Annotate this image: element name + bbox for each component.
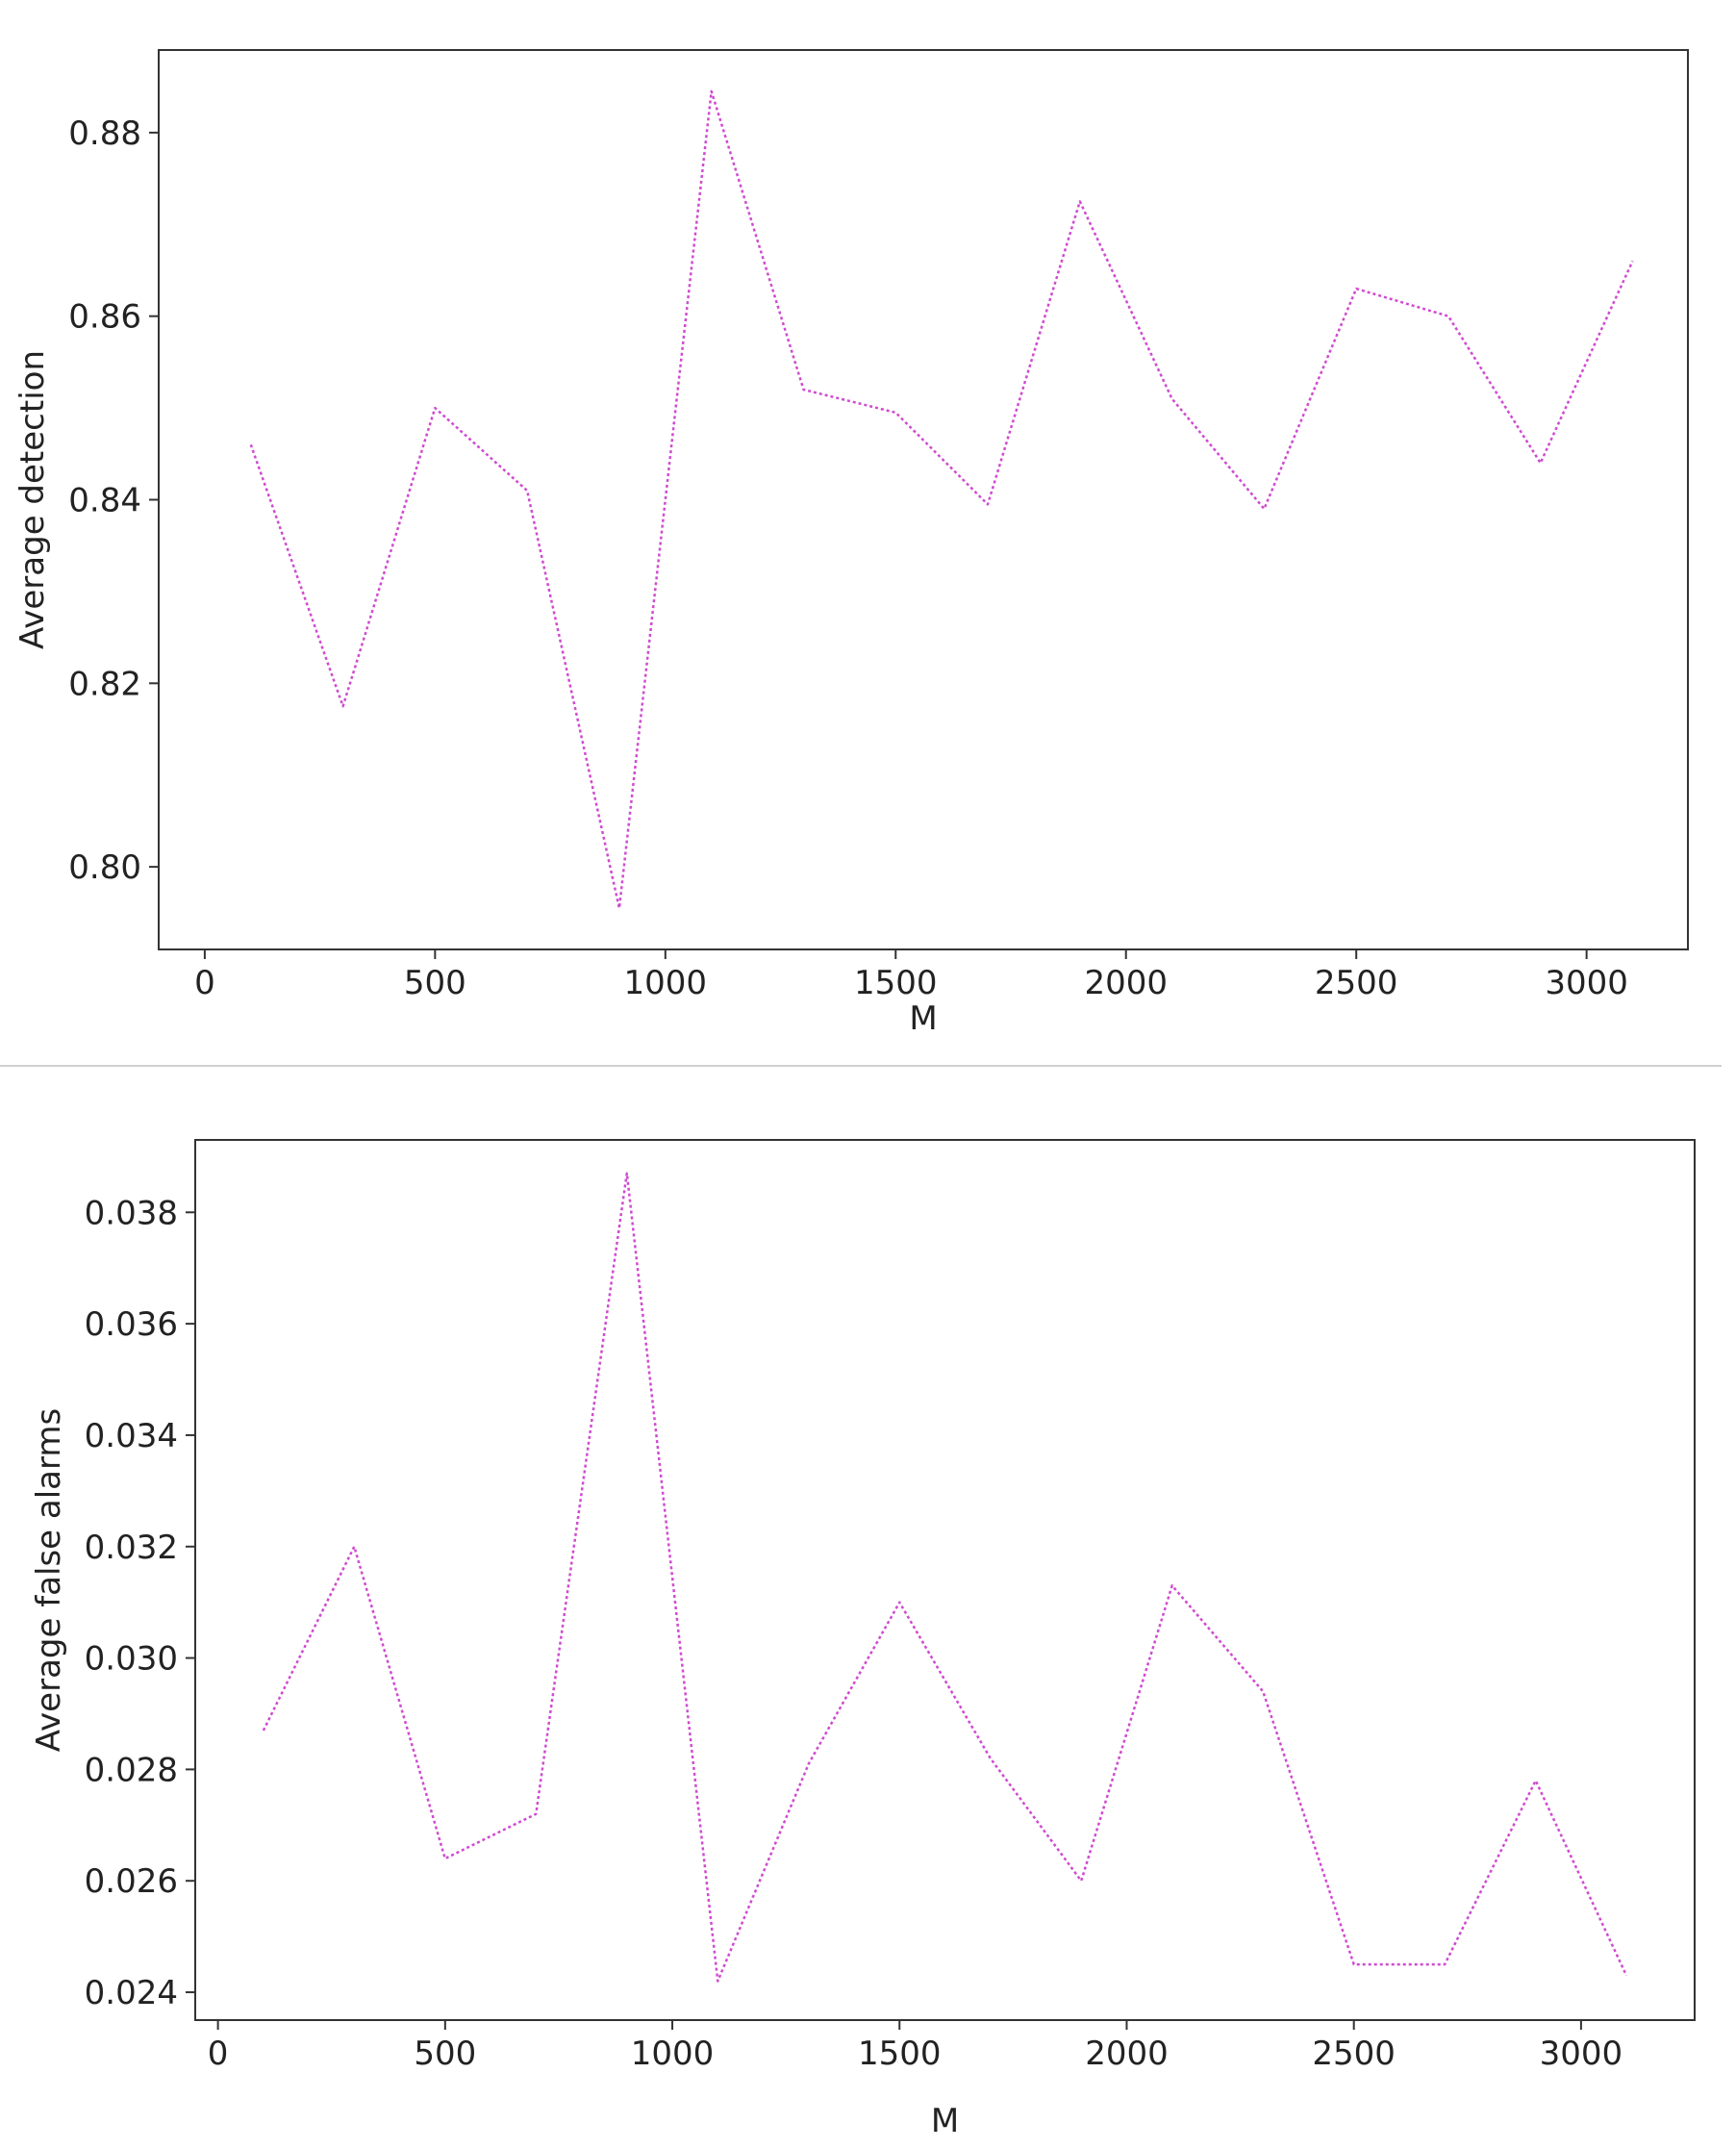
- y-tick-label: 0.024: [85, 1974, 178, 2012]
- plot-frame: [158, 49, 1689, 950]
- y-tick-label: 0.82: [68, 665, 141, 703]
- false-alarms-chart: 0 500 1000 1500 2000 2500 3000 0.024 0.026 0.028 0…: [30, 1139, 1696, 2140]
- x-tick-label: 0: [194, 964, 215, 1002]
- y-tick-label: 0.030: [85, 1640, 178, 1679]
- y-tick-label: 0.036: [85, 1305, 178, 1344]
- y-tick-label: 0.88: [68, 114, 141, 153]
- x-axis-label: M: [909, 999, 937, 1038]
- x-tick-label: 2500: [1315, 964, 1398, 1002]
- y-tick-label: 0.026: [85, 1862, 178, 1901]
- x-tick-label: 1500: [854, 964, 938, 1002]
- x-tick-label: 3000: [1545, 964, 1628, 1002]
- x-tick-label: 2000: [1084, 964, 1168, 1002]
- y-tick-label: 0.038: [85, 1194, 178, 1232]
- y-axis-label: Average false alarms: [30, 1408, 68, 1752]
- x-tick-label: 500: [404, 964, 466, 1002]
- y-tick-label: 0.86: [68, 298, 141, 337]
- y-axis-label: Average detection: [13, 350, 52, 649]
- x-tick-label: 3000: [1540, 2035, 1623, 2073]
- x-tick-label: 1000: [631, 2035, 715, 2073]
- plot-frame: [194, 1139, 1696, 2021]
- detection-chart: 0 500 1000 1500 2000 2500 3000 0.80 0.82 0.84 0.86…: [13, 49, 1689, 1038]
- y-tick-label: 0.032: [85, 1529, 178, 1567]
- x-tick-label: 1000: [624, 964, 708, 1002]
- x-tick-label: 2500: [1312, 2035, 1396, 2073]
- series-line: [249, 89, 1634, 910]
- y-tick-label: 0.80: [68, 848, 141, 887]
- y-tick-label: 0.034: [85, 1417, 178, 1455]
- x-tick-label: 0: [208, 2035, 229, 2073]
- y-tick-label: 0.028: [85, 1751, 178, 1789]
- x-tick-label: 1500: [858, 2035, 942, 2073]
- x-tick-label: 2000: [1085, 2035, 1169, 2073]
- x-tick-label: 500: [414, 2035, 476, 2073]
- y-tick-label: 0.84: [68, 482, 141, 520]
- x-axis-label: M: [931, 2102, 959, 2140]
- series-line: [262, 1172, 1628, 1983]
- chart-divider: [0, 1065, 1722, 1067]
